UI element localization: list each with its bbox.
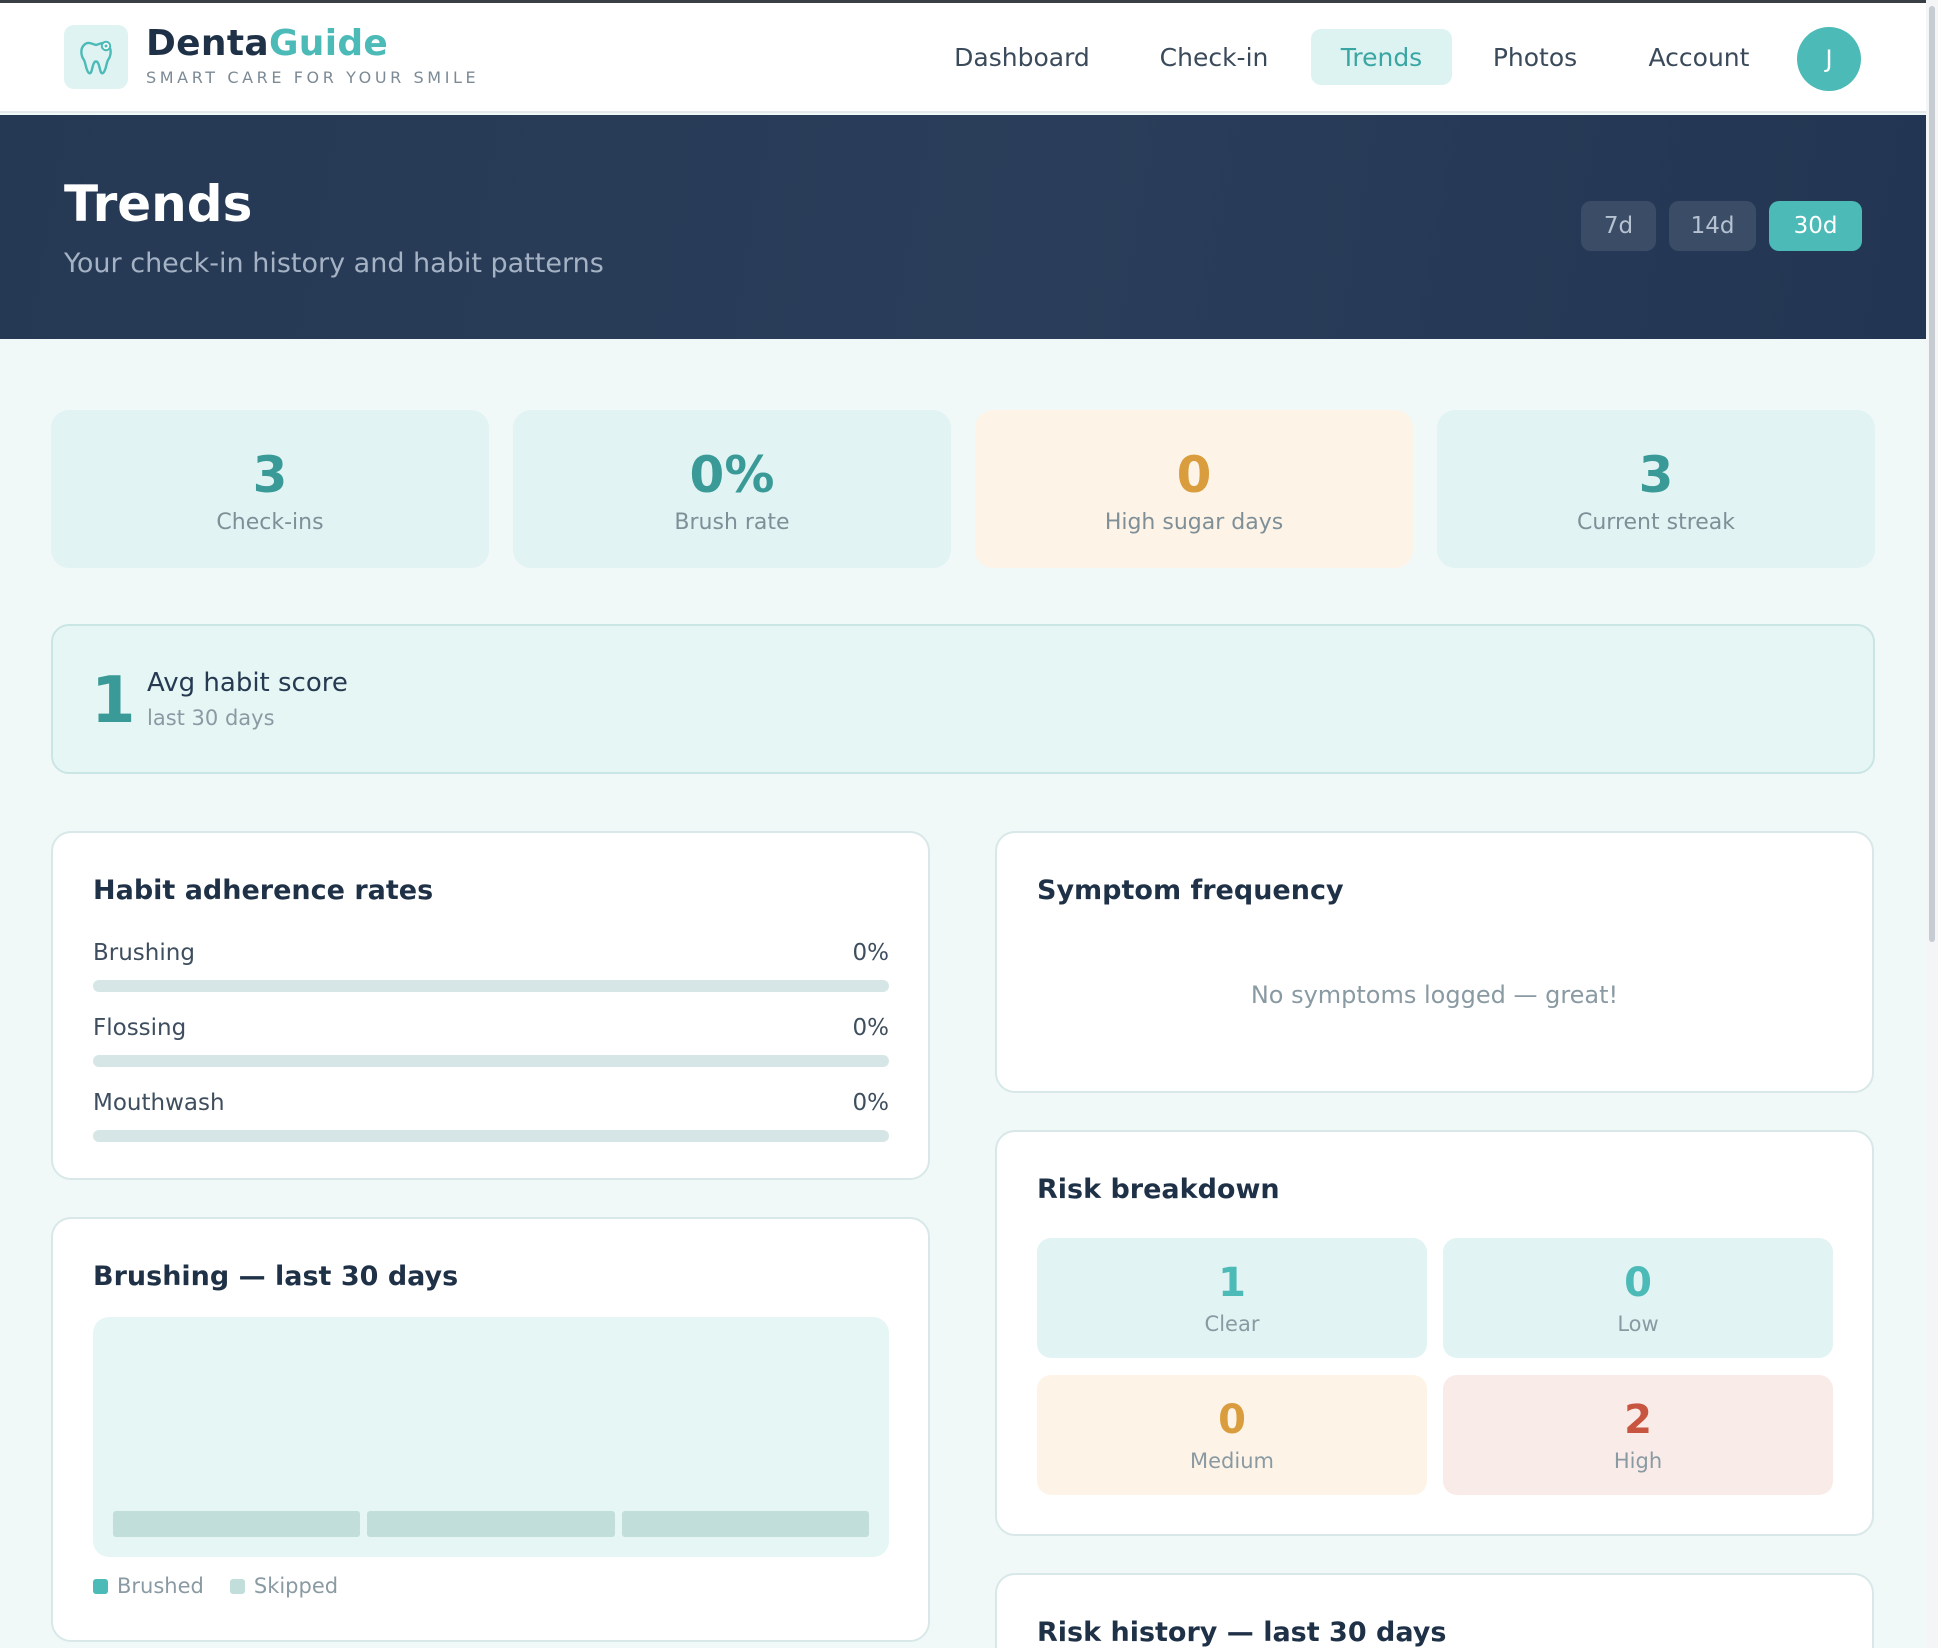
panel-title: Symptom frequency xyxy=(1037,875,1344,906)
panel-title: Risk history — last 30 days xyxy=(1037,1617,1447,1648)
risk-count: 2 xyxy=(1624,1397,1652,1443)
risk-tile-clear: 1 Clear xyxy=(1037,1238,1427,1358)
stat-card-brush-rate: 0% Brush rate xyxy=(513,410,951,568)
nav-trends[interactable]: Trends xyxy=(1311,29,1452,85)
stat-label: Brush rate xyxy=(674,510,790,535)
habit-label: Mouthwash xyxy=(93,1090,225,1116)
habit-label: Brushing xyxy=(93,940,195,966)
avg-habit-score-period: last 30 days xyxy=(147,706,275,730)
legend-swatch-skipped xyxy=(229,1578,245,1594)
vertical-scrollbar[interactable] xyxy=(1926,0,1938,1648)
nav-account[interactable]: Account xyxy=(1648,42,1750,72)
stat-card-check-ins: 3 Check-ins xyxy=(51,410,489,568)
risk-label: Medium xyxy=(1190,1449,1274,1473)
range-7d-button[interactable]: 7d xyxy=(1581,201,1656,251)
legend-label: Brushed xyxy=(117,1574,204,1598)
risk-count: 0 xyxy=(1218,1397,1246,1443)
range-30d-button[interactable]: 30d xyxy=(1769,201,1862,251)
top-navbar: DentaGuide SMART CARE FOR YOUR SMILE Das… xyxy=(0,3,1926,113)
risk-tile-high: 2 High xyxy=(1443,1375,1833,1495)
avg-habit-score-card: 1 Avg habit score last 30 days xyxy=(51,624,1875,774)
avg-habit-score-value: 1 xyxy=(91,664,136,738)
risk-label: Clear xyxy=(1204,1312,1260,1336)
risk-label: High xyxy=(1613,1449,1663,1473)
progress-track xyxy=(93,1055,889,1067)
risk-history-panel: Risk history — last 30 days xyxy=(995,1573,1874,1648)
brushing-chart-plot xyxy=(93,1317,889,1557)
panel-title: Brushing — last 30 days xyxy=(93,1261,459,1292)
stat-value: 0% xyxy=(689,446,775,504)
page-hero: Trends Your check-in history and habit p… xyxy=(0,115,1926,339)
risk-count: 1 xyxy=(1218,1260,1246,1306)
habit-label: Flossing xyxy=(93,1015,187,1041)
chart-legend: Brushed Skipped xyxy=(93,1574,352,1598)
progress-track xyxy=(93,1130,889,1142)
stat-card-current-streak: 3 Current streak xyxy=(1437,410,1875,568)
page-title: Trends xyxy=(64,175,253,233)
risk-count: 0 xyxy=(1624,1260,1652,1306)
avg-habit-score-title: Avg habit score xyxy=(147,668,348,698)
panel-title: Habit adherence rates xyxy=(93,875,434,906)
symptom-frequency-panel: Symptom frequency No symptoms logged — g… xyxy=(995,831,1874,1093)
habit-value: 0% xyxy=(852,1015,890,1041)
brand-name[interactable]: DentaGuide xyxy=(146,23,388,64)
window-top-edge xyxy=(0,0,1938,3)
panel-title: Risk breakdown xyxy=(1037,1174,1280,1205)
stat-value: 3 xyxy=(1638,446,1674,504)
chart-bar-skipped xyxy=(621,1511,869,1537)
habit-adherence-panel: Habit adherence rates Brushing 0% Flossi… xyxy=(51,831,930,1180)
legend-item-brushed: Brushed xyxy=(93,1574,204,1598)
stat-label: Check-ins xyxy=(216,510,324,535)
chart-bar-skipped xyxy=(367,1511,615,1537)
nav-check-in[interactable]: Check-in xyxy=(1159,42,1269,72)
brand-tagline: SMART CARE FOR YOUR SMILE xyxy=(146,68,480,87)
stat-label: Current streak xyxy=(1576,510,1736,535)
stat-value: 3 xyxy=(252,446,288,504)
risk-tile-medium: 0 Medium xyxy=(1037,1375,1427,1495)
nav-dashboard[interactable]: Dashboard xyxy=(954,42,1090,72)
chart-bar-skipped xyxy=(113,1511,361,1537)
tooth-logo-icon[interactable] xyxy=(64,25,128,89)
legend-item-skipped: Skipped xyxy=(229,1574,339,1598)
nav-photos[interactable]: Photos xyxy=(1492,42,1578,72)
brushing-chart-panel: Brushing — last 30 days Brushed Skipped xyxy=(51,1217,930,1642)
risk-label: Low xyxy=(1617,1312,1659,1336)
progress-track xyxy=(93,980,889,992)
page-subtitle: Your check-in history and habit patterns xyxy=(64,248,604,279)
risk-tile-low: 0 Low xyxy=(1443,1238,1833,1358)
legend-label: Skipped xyxy=(253,1574,339,1598)
user-avatar[interactable]: J xyxy=(1797,27,1861,91)
stat-card-high-sugar-days: 0 High sugar days xyxy=(975,410,1413,568)
brand-name-part2: Guide xyxy=(268,23,389,64)
brand-name-part1: Denta xyxy=(146,23,269,64)
habit-value: 0% xyxy=(852,940,890,966)
legend-swatch-brushed xyxy=(93,1578,108,1594)
stat-label: High sugar days xyxy=(1104,510,1284,535)
empty-state-text: No symptoms logged — great! xyxy=(1250,981,1619,1009)
risk-breakdown-panel: Risk breakdown 1 Clear 0 Low 0 Medium 2 … xyxy=(995,1130,1874,1536)
range-14d-button[interactable]: 14d xyxy=(1669,201,1756,251)
scrollbar-thumb[interactable] xyxy=(1929,6,1935,942)
habit-value: 0% xyxy=(852,1090,890,1116)
stat-value: 0 xyxy=(1176,446,1212,504)
